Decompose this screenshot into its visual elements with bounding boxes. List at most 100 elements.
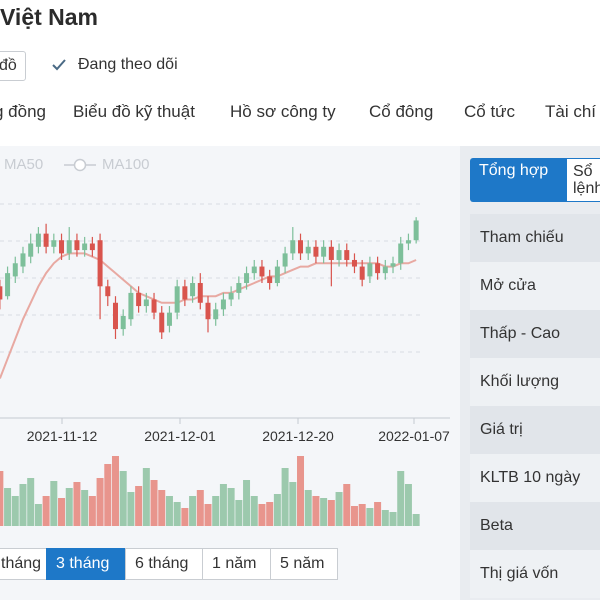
candle-body <box>313 246 319 257</box>
range-3-months[interactable]: 3 tháng <box>46 548 126 580</box>
volume-bar <box>196 490 204 526</box>
follow-toggle[interactable]: Đang theo dõi <box>50 56 178 74</box>
volume-bar <box>11 496 19 526</box>
price-chart: 2021-11-12 2021-12-01 2021-12-20 2022-01-07 <box>0 203 450 526</box>
candle-body <box>305 246 311 254</box>
volume-bar <box>404 484 412 526</box>
candle-body <box>197 283 203 303</box>
volume-bar <box>374 502 382 526</box>
tab-company-profile[interactable]: Hồ sơ công ty <box>230 102 336 121</box>
volume-bar <box>389 512 397 526</box>
tab-summary[interactable]: Tổng hợp <box>470 158 566 202</box>
candle-body <box>390 263 396 267</box>
tab-shareholders[interactable]: Cổ đông <box>369 102 434 121</box>
row-low-high: Thấp - Cao <box>470 310 600 358</box>
candle-body <box>398 243 404 264</box>
candle-body <box>220 299 226 310</box>
volume-bar <box>266 502 274 526</box>
volume-bar <box>412 514 420 526</box>
candle-body <box>105 286 111 297</box>
candle-body <box>290 240 296 254</box>
volume-bar <box>42 496 50 526</box>
volume-bar <box>65 488 73 526</box>
candle-body <box>328 246 334 260</box>
range-6-months[interactable]: 6 tháng <box>125 548 203 580</box>
range-1-year[interactable]: 1 năm <box>202 548 271 580</box>
candle-body <box>5 273 11 297</box>
volume-bar <box>58 498 66 526</box>
volume-bar <box>281 468 289 526</box>
x-tick-label: 2021-12-01 <box>144 428 216 444</box>
volume-bar <box>250 496 258 526</box>
range-1-month[interactable]: tháng <box>0 548 47 580</box>
volume-bar <box>111 456 119 526</box>
candle-body <box>51 240 57 247</box>
candle-body <box>282 253 288 267</box>
legend-ma100[interactable]: MA100 <box>102 156 150 173</box>
volume-bar <box>4 488 12 526</box>
tab-order-book[interactable]: Sổ lệnh <box>566 158 600 202</box>
volume-bar <box>19 484 27 526</box>
chart-button[interactable]: đồ <box>0 51 26 81</box>
tab-financials[interactable]: Tài chí <box>545 102 597 121</box>
candle-body <box>321 246 327 257</box>
legend-ma50[interactable]: MA50 <box>4 156 44 173</box>
volume-bar <box>173 502 181 526</box>
volume-bar <box>104 464 112 526</box>
row-market-cap: Thị giá vốn <box>470 550 600 598</box>
candle-body <box>413 220 419 241</box>
volume-bar <box>204 504 212 526</box>
volume-bar <box>34 504 42 526</box>
row-avg-volume-10d: KLTB 10 ngày <box>470 454 600 502</box>
volume-bar <box>350 506 358 526</box>
candle-body <box>120 315 126 330</box>
candle-body <box>174 286 180 313</box>
range-5-years[interactable]: 5 năm <box>270 548 338 580</box>
candle-body <box>182 286 188 300</box>
volume-bar <box>73 482 81 526</box>
volume-bar <box>358 504 366 526</box>
candle-body <box>66 240 72 254</box>
tab-technical-chart[interactable]: Biểu đồ kỹ thuật <box>73 102 195 121</box>
volume-bar <box>189 496 197 526</box>
volume-bar <box>304 490 312 526</box>
volume-bar <box>258 504 266 526</box>
x-tick-label: 2021-12-20 <box>262 428 334 444</box>
tab-trading[interactable]: g đồng <box>0 102 46 121</box>
volume-bar <box>50 481 58 526</box>
volume-bar <box>273 494 281 526</box>
candle-body <box>82 243 88 251</box>
candle-body <box>128 292 134 320</box>
candle-body <box>143 299 149 307</box>
tab-dividends[interactable]: Cổ tức <box>464 102 516 121</box>
volume-bar <box>119 471 127 526</box>
volume-bar <box>81 490 89 526</box>
summary-panel: Tổng hợp Sổ lệnh Tham chiếu Mở cửa Thấp … <box>460 146 600 600</box>
candle-body <box>190 283 196 297</box>
volume-bar <box>165 496 173 526</box>
candle-body <box>251 266 257 274</box>
volume-bar <box>327 500 335 526</box>
candle-body <box>159 312 165 333</box>
chart-area: 2021-11-12 2021-12-01 2021-12-20 2022-01-07 <box>0 146 460 600</box>
candle-body <box>213 309 219 320</box>
candle-body <box>166 312 172 326</box>
volume-bar <box>366 508 374 526</box>
ma100-legend-icon <box>64 158 96 172</box>
volume-bar <box>142 468 150 526</box>
candle-body <box>20 253 26 267</box>
candle-body <box>151 299 157 313</box>
candle-body <box>405 240 411 244</box>
candle-body <box>382 266 388 274</box>
candle-body <box>359 266 365 280</box>
volume-bar <box>219 484 227 526</box>
candle-body <box>0 286 3 300</box>
x-tick-label: 2022-01-07 <box>378 428 450 444</box>
candle-body <box>74 240 80 251</box>
candle-body <box>43 233 49 247</box>
volume-bar <box>158 490 166 526</box>
row-open: Mở cửa <box>470 262 600 310</box>
row-beta: Beta <box>470 502 600 550</box>
candle-body <box>205 302 211 320</box>
candle-body <box>367 263 373 277</box>
